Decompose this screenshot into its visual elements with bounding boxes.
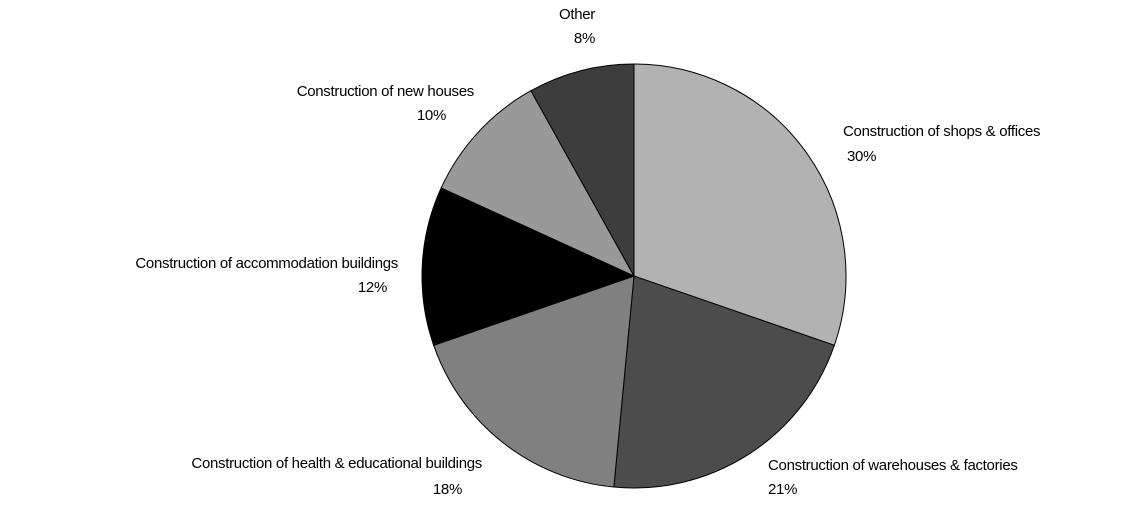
- slice-value-label: 8%: [574, 30, 595, 47]
- slice-value-label: 30%: [847, 148, 876, 165]
- slice-value-label: 10%: [417, 107, 446, 124]
- slice-value-label: 21%: [768, 481, 797, 498]
- pie-slice: [433, 275, 635, 488]
- slice-label: Construction of shops & offices: [843, 123, 1040, 140]
- pie-slice: [440, 90, 636, 278]
- slice-value-label: 12%: [358, 279, 387, 296]
- pie-slice: [613, 275, 835, 489]
- slice-label: Construction of accommodation buildings: [135, 255, 398, 272]
- slice-label: Construction of new houses: [297, 83, 474, 100]
- pie-slice: [633, 63, 847, 346]
- slice-label: Construction of warehouses & factories: [768, 457, 1018, 474]
- pie-slice: [530, 63, 635, 278]
- slice-value-label: 18%: [433, 481, 462, 498]
- slice-label: Other: [559, 6, 595, 23]
- slice-label: Construction of health & educational bui…: [191, 455, 482, 472]
- pie-slice: [421, 187, 636, 346]
